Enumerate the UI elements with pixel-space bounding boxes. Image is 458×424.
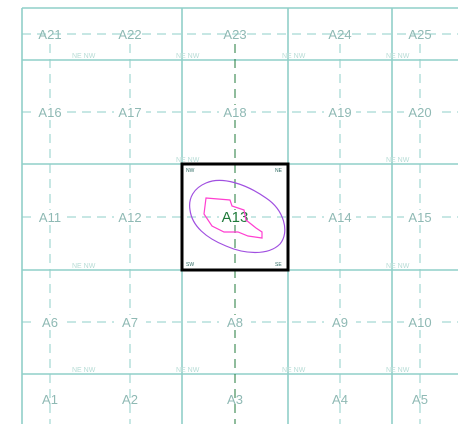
cell-label-a24[interactable]: A24 [328, 27, 351, 42]
cell-label-a10[interactable]: A10 [408, 315, 431, 330]
cell-label-a9[interactable]: A9 [332, 315, 348, 330]
contour-outer [189, 179, 286, 254]
cell-label-a22[interactable]: A22 [118, 27, 141, 42]
cell-label-background [219, 210, 251, 225]
cell-label-a21[interactable]: A21 [38, 27, 61, 42]
cell-label-a14[interactable]: A14 [328, 210, 351, 225]
cell-label-background [34, 315, 66, 330]
cell-label-a4[interactable]: A4 [332, 392, 348, 407]
cell-label-a18[interactable]: A18 [223, 105, 246, 120]
cell-label-background [34, 105, 66, 120]
faint-corner-label: NE NW [386, 367, 410, 374]
faint-corner-label: NE NW [386, 53, 410, 60]
cell-label-background [324, 315, 356, 330]
cell-label-background [114, 315, 146, 330]
faint-corner-label: NE NW [386, 157, 410, 164]
cell-label-background [114, 105, 146, 120]
cell-label-a13[interactable]: A13 [222, 209, 249, 226]
faint-corner-label: NE NW [72, 53, 96, 60]
cell-label-background [324, 105, 356, 120]
cell-label-a2[interactable]: A2 [122, 392, 138, 407]
selected-cell-group[interactable]: NW NE SW SE [180, 162, 290, 272]
cell-label-a5[interactable]: A5 [412, 392, 428, 407]
cell-label-a12[interactable]: A12 [118, 210, 141, 225]
cell-label-background [114, 210, 146, 225]
cell-label-background [219, 315, 251, 330]
cell-label-a20[interactable]: A20 [408, 105, 431, 120]
cell-label-background [404, 315, 436, 330]
faint-corner-label: NE NW [282, 367, 306, 374]
cell-label-a17[interactable]: A17 [118, 105, 141, 120]
faint-corner-labels: NE NW NE NW NE NW NE NW NE NW NE NW NE NW NE NW… [72, 53, 410, 374]
faint-corner-label: NE NW [176, 53, 200, 60]
cell-label-a8[interactable]: A8 [227, 315, 243, 330]
cell-label-a6[interactable]: A6 [42, 315, 58, 330]
faint-corner-label: NE NW [176, 367, 200, 374]
cell-label-a16[interactable]: A16 [38, 105, 61, 120]
faint-corner-label: NE NW [72, 263, 96, 270]
contour-inner [203, 197, 263, 239]
faint-corner-label: NE NW [72, 367, 96, 374]
cell-label-a25[interactable]: A25 [408, 27, 431, 42]
faint-corner-label: NE NW [386, 263, 410, 270]
corner-label-se: SE [275, 262, 282, 268]
corner-label-ne: NE [275, 168, 283, 174]
cell-label-a7[interactable]: A7 [122, 315, 138, 330]
faint-corner-label: NE NW [176, 157, 200, 164]
corner-label-sw: SW [186, 262, 194, 268]
cell-label-a11[interactable]: A11 [39, 210, 61, 225]
cell-label-background [404, 105, 436, 120]
cell-label-a15[interactable]: A15 [408, 210, 431, 225]
cell-label-a23[interactable]: A23 [223, 27, 246, 42]
cell-labels: A21 A22 A23 A24 A25 A16 A17 A18 A19 A20 A11 A12 A13 A… [34, 27, 436, 407]
cell-label-background [404, 210, 436, 225]
cell-label-a1[interactable]: A1 [42, 392, 58, 407]
corner-label-nw: NW [186, 168, 195, 174]
cell-label-background [324, 210, 356, 225]
cell-label-a19[interactable]: A19 [328, 105, 351, 120]
cell-label-background [219, 105, 251, 120]
selected-cell-border[interactable] [180, 162, 290, 272]
faint-corner-label: NE NW [282, 53, 306, 60]
cell-label-a3[interactable]: A3 [227, 392, 243, 407]
grid-lines [21, 7, 458, 424]
cell-label-background [34, 210, 66, 225]
